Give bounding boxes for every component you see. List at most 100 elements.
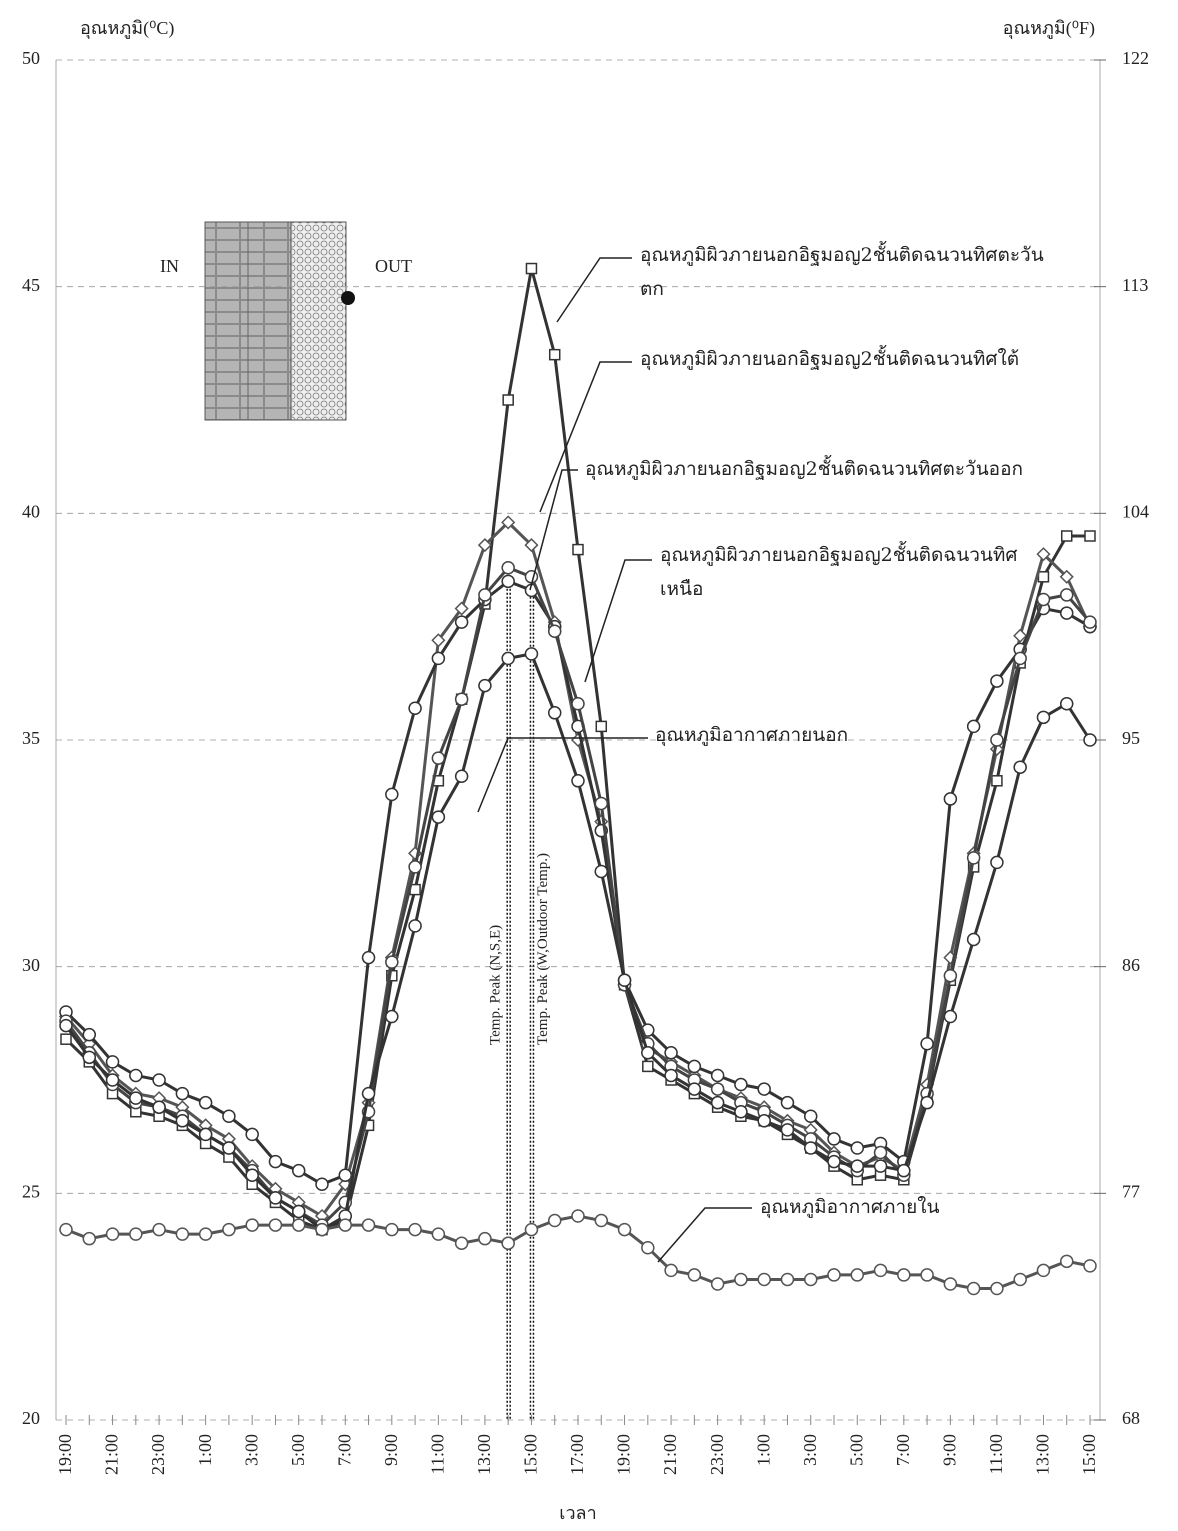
legend-label: อุณหภูมิอากาศภายนอก <box>655 724 849 746</box>
marker <box>943 792 958 806</box>
x-tick-label: 7:00 <box>893 1434 913 1466</box>
x-tick-label: 1:00 <box>753 1434 773 1466</box>
y-tick-label: 20 <box>22 1408 40 1428</box>
legend-label: อุณหภูมิผิวภายนอกอิฐมอญ2ชั้นติดฉนวนทิศตะ… <box>640 244 1044 300</box>
marker <box>897 1268 911 1282</box>
marker <box>966 851 981 865</box>
marker <box>780 1123 795 1137</box>
y-tick-label: 35 <box>22 728 40 748</box>
marker <box>641 1240 655 1255</box>
y2-tick-label: 68 <box>1122 1408 1140 1428</box>
x-tick-label: 15:00 <box>1079 1434 1099 1475</box>
marker <box>873 1263 888 1278</box>
y2-tick-label: 95 <box>1122 728 1140 748</box>
x-tick-label: 5:00 <box>288 1434 308 1466</box>
marker <box>827 1268 841 1282</box>
marker <box>198 1127 213 1142</box>
marker <box>548 348 561 361</box>
marker <box>1059 606 1074 620</box>
y-tick-label: 45 <box>22 275 40 295</box>
marker <box>617 1222 632 1237</box>
marker <box>501 651 515 666</box>
series-line <box>64 565 1092 1227</box>
marker <box>571 774 585 788</box>
callout-line <box>477 737 648 813</box>
x-tick-label: 23:00 <box>148 1434 168 1475</box>
marker <box>897 1163 911 1178</box>
marker <box>1059 1254 1074 1269</box>
marker <box>803 1109 818 1124</box>
marker <box>338 1218 353 1232</box>
marker <box>757 1082 771 1096</box>
marker <box>710 1082 725 1096</box>
marker <box>524 538 539 553</box>
marker <box>1060 530 1073 542</box>
marker <box>454 692 469 706</box>
marker <box>175 1086 190 1101</box>
marker <box>361 950 376 965</box>
marker <box>850 1141 865 1155</box>
marker <box>966 1281 981 1296</box>
marker <box>431 810 446 824</box>
marker <box>664 1046 678 1060</box>
marker <box>477 538 492 553</box>
series-line <box>65 1214 1091 1291</box>
marker <box>1013 1272 1027 1287</box>
marker <box>1059 588 1074 602</box>
marker <box>431 751 446 765</box>
x-tick-label: 5:00 <box>846 1434 866 1466</box>
marker <box>594 796 609 811</box>
marker <box>385 1009 399 1024</box>
marker <box>734 1104 748 1119</box>
marker <box>827 1132 841 1146</box>
marker <box>1036 710 1051 725</box>
x-tick-label: 13:00 <box>1033 1434 1053 1475</box>
x-tick-label: 1:00 <box>195 1434 215 1466</box>
marker <box>291 1218 306 1232</box>
marker <box>431 1227 446 1241</box>
marker <box>59 1018 73 1033</box>
marker <box>454 601 469 616</box>
marker <box>431 651 446 666</box>
marker <box>408 1222 422 1237</box>
marker <box>780 1272 795 1287</box>
marker <box>268 1218 283 1232</box>
y2-tick-label: 77 <box>1122 1181 1140 1201</box>
marker <box>268 1191 283 1205</box>
marker <box>361 1086 376 1101</box>
x-tick-label: 9:00 <box>939 1434 959 1466</box>
marker <box>82 1231 97 1246</box>
x-tick-label: 3:00 <box>241 1434 261 1466</box>
marker <box>1059 569 1074 584</box>
marker <box>641 1046 655 1060</box>
marker <box>594 1213 609 1228</box>
marker <box>920 1036 934 1051</box>
marker <box>502 394 514 406</box>
marker <box>478 1231 492 1246</box>
x-tick-label: 9:00 <box>381 1434 401 1466</box>
marker <box>803 1141 818 1155</box>
marker <box>59 1222 73 1237</box>
y-tick-label: 30 <box>22 955 40 975</box>
marker <box>152 1100 166 1114</box>
marker <box>943 1009 958 1024</box>
marker <box>245 1168 259 1182</box>
marker <box>1083 1259 1097 1273</box>
marker <box>198 1227 213 1241</box>
marker <box>245 1218 259 1232</box>
marker <box>687 1268 702 1282</box>
marker <box>385 1222 399 1237</box>
y-tick-label: 25 <box>22 1181 40 1201</box>
marker <box>175 1114 190 1128</box>
marker <box>524 1222 539 1237</box>
marker <box>943 1277 958 1291</box>
marker <box>989 742 1004 757</box>
marker <box>478 588 492 602</box>
marker <box>361 1218 376 1232</box>
marker <box>524 570 539 584</box>
marker <box>338 1168 353 1182</box>
marker <box>757 1272 771 1287</box>
callout-line <box>529 469 578 591</box>
marker <box>710 1095 725 1110</box>
